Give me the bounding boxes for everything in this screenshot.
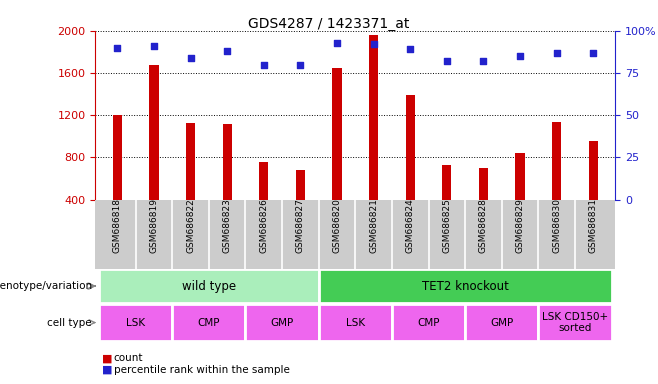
Text: LSK CD150+
sorted: LSK CD150+ sorted bbox=[542, 312, 608, 333]
Bar bbox=[479, 168, 488, 200]
Text: cell type: cell type bbox=[47, 318, 92, 328]
Text: TET2 knockout: TET2 knockout bbox=[422, 280, 509, 293]
Point bbox=[295, 61, 306, 68]
Text: GMP: GMP bbox=[490, 318, 513, 328]
Bar bbox=[259, 162, 268, 200]
Point bbox=[442, 58, 452, 64]
Bar bbox=[538, 304, 611, 341]
Point bbox=[478, 58, 489, 64]
Bar bbox=[149, 65, 159, 200]
Point bbox=[551, 50, 562, 56]
Bar bbox=[442, 165, 451, 200]
Bar bbox=[405, 95, 415, 200]
Bar bbox=[465, 304, 538, 341]
Point bbox=[515, 53, 525, 59]
Bar bbox=[318, 304, 392, 341]
Bar bbox=[392, 304, 465, 341]
Bar bbox=[552, 121, 561, 200]
Bar bbox=[245, 304, 318, 341]
Point bbox=[368, 41, 379, 47]
Point bbox=[112, 45, 122, 51]
Point bbox=[259, 61, 269, 68]
Bar bbox=[369, 35, 378, 200]
Bar bbox=[222, 124, 232, 200]
Text: count: count bbox=[114, 353, 143, 363]
Point bbox=[405, 46, 415, 52]
Point bbox=[186, 55, 196, 61]
Text: GDS4287 / 1423371_at: GDS4287 / 1423371_at bbox=[248, 17, 410, 31]
Point bbox=[149, 43, 159, 49]
Bar bbox=[589, 141, 598, 200]
Bar bbox=[515, 153, 524, 200]
Text: GMP: GMP bbox=[270, 318, 293, 328]
Point bbox=[222, 48, 232, 54]
Text: ■: ■ bbox=[102, 353, 113, 363]
Text: CMP: CMP bbox=[197, 318, 220, 328]
Text: LSK: LSK bbox=[345, 318, 365, 328]
Bar bbox=[296, 170, 305, 200]
Text: CMP: CMP bbox=[417, 318, 440, 328]
Bar bbox=[318, 270, 611, 303]
Bar bbox=[172, 304, 245, 341]
Point bbox=[588, 50, 599, 56]
Text: ■: ■ bbox=[102, 365, 113, 375]
Text: wild type: wild type bbox=[182, 280, 236, 293]
Text: percentile rank within the sample: percentile rank within the sample bbox=[114, 365, 290, 375]
Text: LSK: LSK bbox=[126, 318, 145, 328]
Point bbox=[332, 40, 342, 46]
Bar bbox=[99, 304, 172, 341]
Bar bbox=[113, 115, 122, 200]
Bar bbox=[186, 122, 195, 200]
Text: genotype/variation: genotype/variation bbox=[0, 281, 92, 291]
Bar bbox=[99, 270, 318, 303]
Bar bbox=[332, 68, 342, 200]
